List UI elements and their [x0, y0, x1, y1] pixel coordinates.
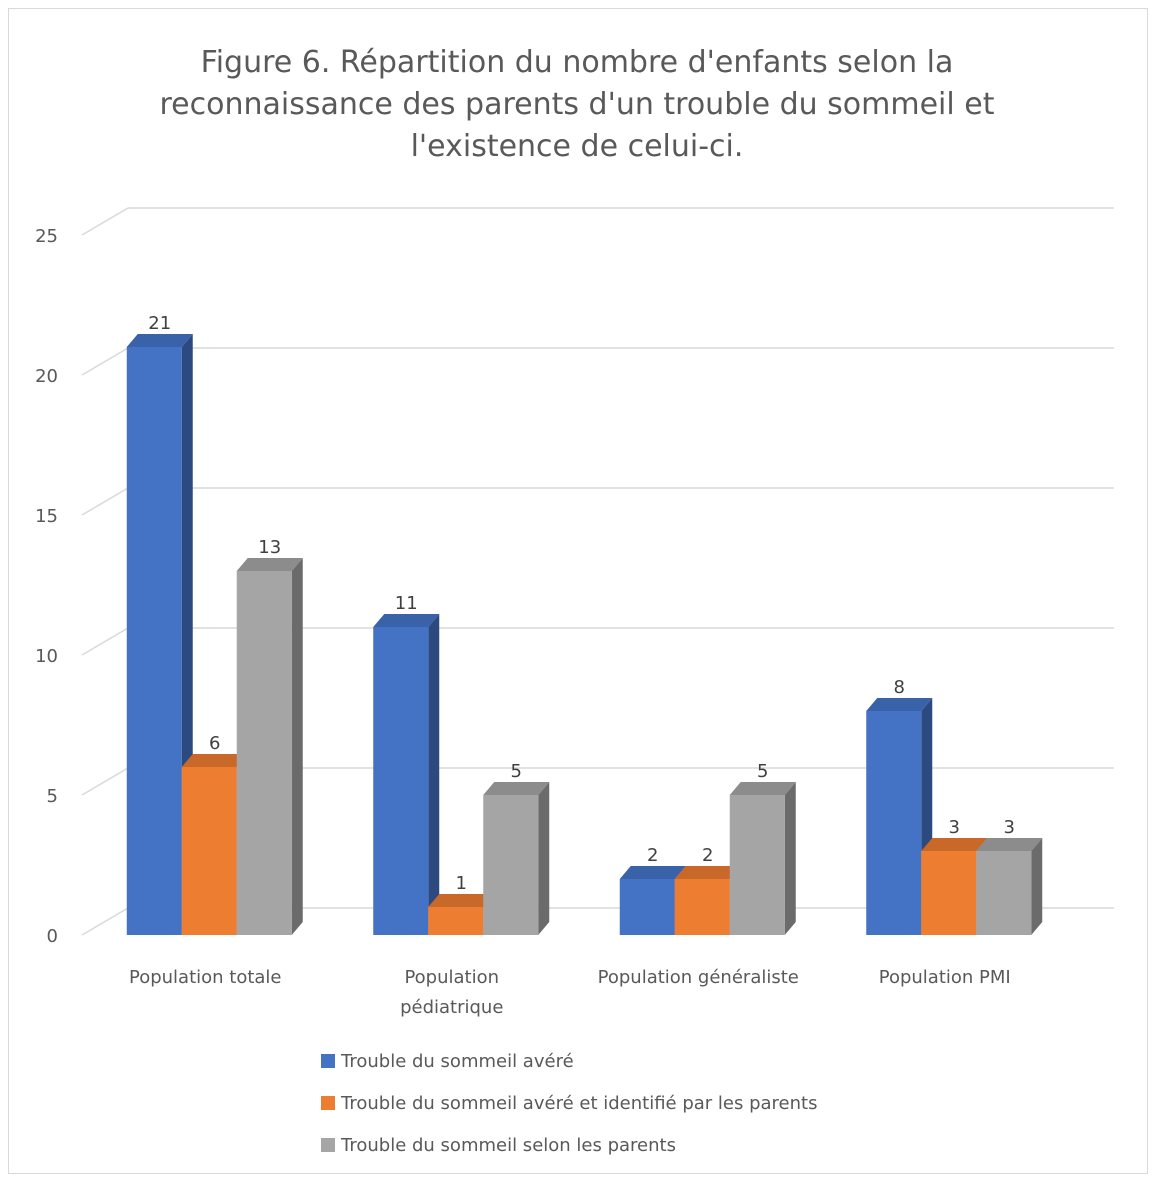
- data-label: 3: [949, 817, 960, 838]
- y-tick-label: 15: [35, 506, 58, 527]
- bar: [236, 571, 292, 935]
- bar-top: [729, 782, 796, 795]
- data-label: 2: [702, 845, 713, 866]
- legend-item-series-3: Trouble du sommeil selon les parents: [321, 1124, 817, 1166]
- bar-top: [866, 698, 933, 711]
- bar: [483, 795, 539, 935]
- legend-item-series-2: Trouble du sommeil avéré et identifié pa…: [321, 1082, 817, 1124]
- bar: [921, 851, 977, 935]
- bar-top: [181, 754, 248, 767]
- data-label: 2: [647, 845, 658, 866]
- x-tick-label: Population généraliste: [598, 967, 799, 988]
- gridline-depth: [81, 907, 129, 936]
- y-tick-label: 25: [35, 226, 58, 247]
- legend-swatch-series-2: [321, 1096, 335, 1110]
- bar-side: [291, 558, 303, 935]
- gridline-depth: [81, 627, 129, 656]
- bar-top: [483, 782, 550, 795]
- bar-side: [1031, 838, 1043, 935]
- legend-swatch-series-1: [321, 1054, 335, 1068]
- data-label: 13: [258, 537, 281, 558]
- bar: [976, 851, 1032, 935]
- chart-title-line-1: Figure 6. Répartition du nombre d'enfant…: [200, 45, 954, 80]
- bar: [428, 907, 484, 935]
- data-label: 21: [148, 313, 171, 334]
- data-label: 6: [209, 733, 220, 754]
- bar: [866, 711, 922, 935]
- legend-label-series-2: Trouble du sommeil avéré et identifié pa…: [341, 1092, 818, 1114]
- data-label: 11: [395, 593, 418, 614]
- chart-title-line-2: reconnaissance des parents d'un trouble …: [159, 87, 995, 122]
- x-tick-label: Population PMI: [879, 967, 1011, 988]
- bar-side: [538, 782, 550, 935]
- gridline-depth: [81, 767, 129, 796]
- data-label: 5: [511, 761, 522, 782]
- legend-swatch-series-3: [321, 1138, 335, 1152]
- bar-top: [428, 894, 495, 907]
- data-label: 1: [456, 873, 467, 894]
- data-label: 5: [757, 761, 768, 782]
- bar: [181, 767, 237, 935]
- bar-top: [976, 838, 1043, 851]
- bar-top: [373, 614, 440, 627]
- bar: [126, 347, 182, 935]
- gridline-depth: [81, 347, 129, 376]
- bar: [619, 879, 675, 935]
- legend: Trouble du sommeil avéré Trouble du somm…: [321, 1040, 817, 1166]
- y-tick-label: 5: [47, 786, 58, 807]
- bar: [674, 879, 730, 935]
- y-tick-label: 0: [47, 926, 58, 947]
- legend-label-series-3: Trouble du sommeil selon les parents: [341, 1134, 676, 1156]
- bar: [729, 795, 785, 935]
- x-tick-label: pédiatrique: [400, 997, 503, 1018]
- bar-top: [921, 838, 988, 851]
- y-tick-label: 20: [35, 366, 58, 387]
- bar-top: [126, 334, 193, 347]
- gridline-depth: [81, 207, 129, 236]
- chart-area: [8, 8, 1148, 1174]
- chart-title: Figure 6. Répartition du nombre d'enfant…: [0, 42, 1154, 168]
- bar-side: [784, 782, 796, 935]
- gridline-depth: [81, 487, 129, 516]
- data-label: 8: [894, 677, 905, 698]
- data-label: 3: [1004, 817, 1015, 838]
- chart-title-line-3: l'existence de celui-ci.: [410, 129, 744, 164]
- x-tick-label: Population totale: [129, 967, 282, 988]
- bar: [373, 627, 429, 935]
- bar-top: [619, 866, 686, 879]
- bar-top: [674, 866, 741, 879]
- x-tick-label: Population: [404, 967, 499, 988]
- legend-item-series-1: Trouble du sommeil avéré: [321, 1040, 817, 1082]
- legend-label-series-1: Trouble du sommeil avéré: [341, 1050, 574, 1072]
- y-tick-label: 10: [35, 646, 58, 667]
- bar-top: [236, 558, 303, 571]
- bar-side: [428, 614, 440, 935]
